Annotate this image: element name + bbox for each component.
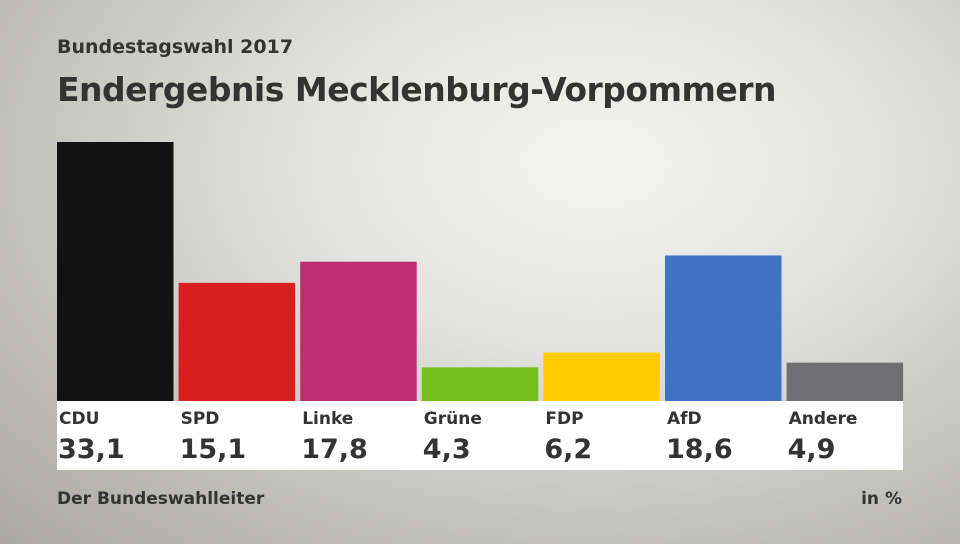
category-label: Grüne: [423, 409, 482, 429]
bar-linke: [300, 261, 417, 401]
bar-fdp: [543, 352, 660, 401]
chart-subtitle: Bundestagswahl 2017: [57, 36, 294, 58]
value-label: 33,1: [58, 434, 125, 465]
source-label: Der Bundeswahlleiter: [57, 489, 265, 509]
bar-spd: [178, 282, 296, 401]
value-label: 4,9: [787, 434, 836, 465]
bar-grüne: [421, 367, 539, 401]
category-label: FDP: [545, 409, 584, 429]
category-label: Linke: [302, 409, 354, 429]
value-label: 17,8: [301, 434, 368, 465]
label-box: [57, 401, 903, 470]
category-label: AfD: [667, 409, 702, 429]
bar-cdu: [57, 142, 174, 401]
value-label: 18,6: [666, 434, 733, 465]
category-label: CDU: [59, 409, 100, 429]
value-label: 6,2: [544, 434, 593, 465]
category-label: SPD: [180, 409, 220, 429]
bar-andere: [786, 362, 904, 401]
value-label: 15,1: [179, 434, 247, 465]
chart-title: Endergebnis Mecklenburg-Vorpommern: [57, 70, 777, 109]
category-label: Andere: [788, 409, 858, 429]
bar-afd: [665, 255, 782, 401]
unit-label: in %: [861, 489, 902, 509]
value-label: 4,3: [422, 434, 471, 465]
